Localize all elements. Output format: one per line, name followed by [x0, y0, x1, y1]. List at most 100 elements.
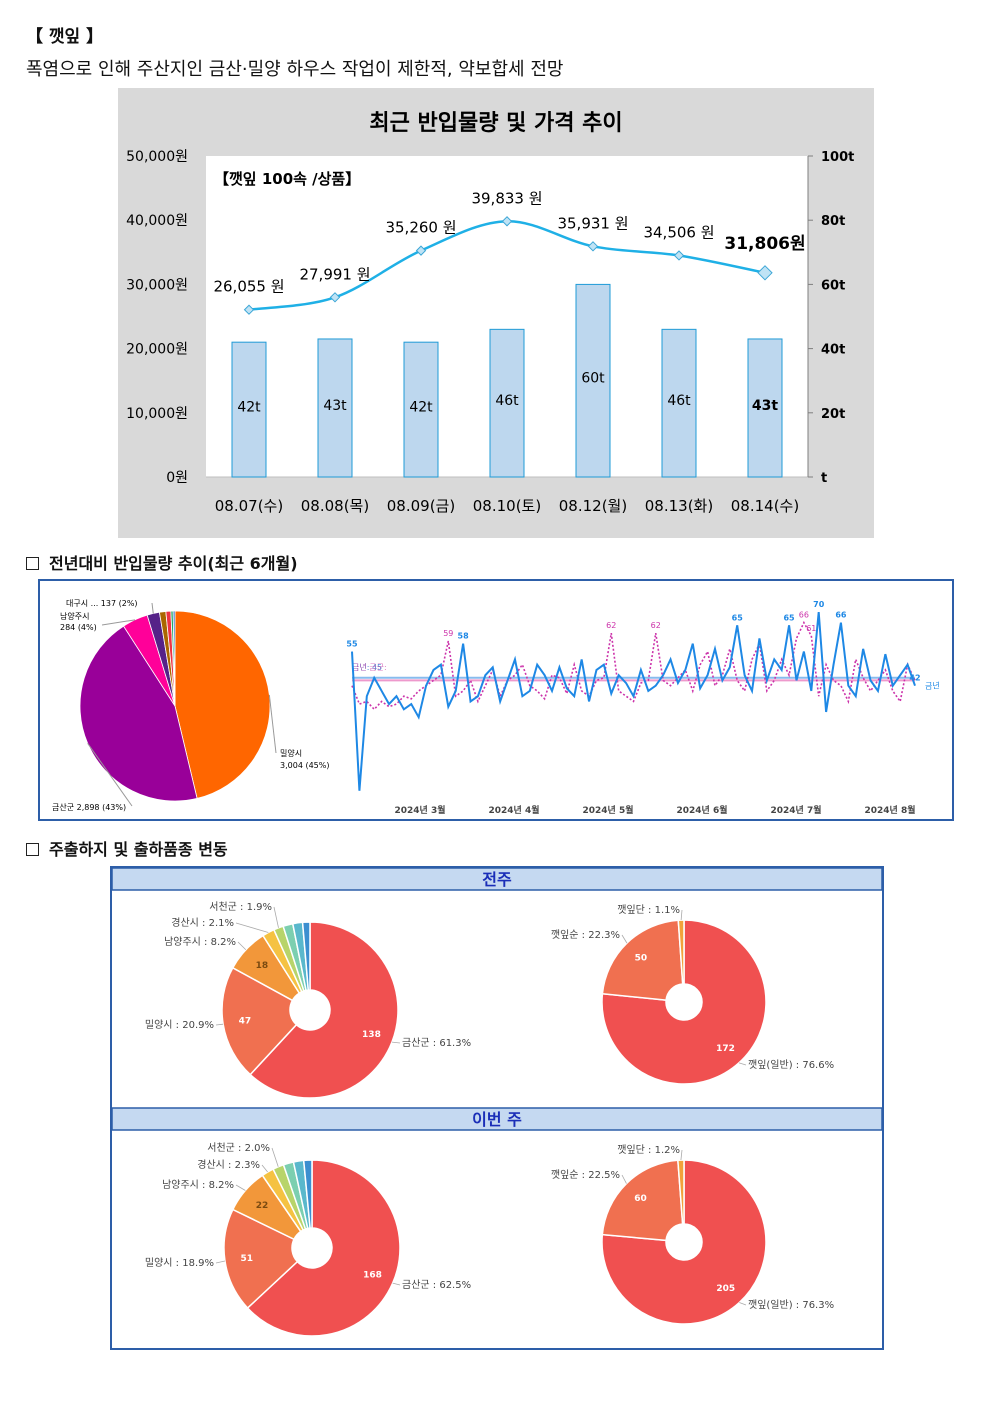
donut-category-label: 깻잎순 : 22.5%: [551, 1169, 620, 1181]
donut-category-label: 밀양시 : 20.9%: [145, 1019, 214, 1031]
current-peak-label: 55: [346, 640, 358, 649]
price-label: 31,806원: [724, 234, 805, 254]
chart-title: 최근 반입물량 및 가격 추이: [369, 111, 622, 136]
donut-category-label: 깻잎(일반) : 76.6%: [748, 1059, 834, 1071]
x-tick-label: 08.08(목): [301, 497, 369, 515]
donut-category-label: 남양주시 : 8.2%: [162, 1179, 234, 1191]
volume-bar-label: 60t: [581, 371, 605, 387]
donut-category-label: 서천군 : 2.0%: [207, 1142, 270, 1154]
y-left-tick-label: 10,000원: [126, 406, 188, 422]
donut-slice: [601, 1159, 767, 1325]
donut-leader: [621, 934, 628, 944]
donut-leader: [261, 1164, 268, 1173]
trend-x-tick-label: 2024년 7월: [770, 804, 821, 816]
price-marker: [501, 216, 513, 227]
origin-variety-panel: 전주 이번 주 138 금산군 : 61.3% 47 밀양시 : 20.9% 18 남양주시 …: [110, 866, 884, 1350]
price-volume-chart: 최근 반입물량 및 가격 추이 【깻잎 100속 /상품】 0원 10,000원 20,…: [118, 88, 874, 538]
volume-bar: [661, 328, 697, 478]
panel-header-bar: [112, 868, 882, 891]
donut-category-label: 경산시 : 2.1%: [171, 916, 234, 929]
donut-category-label: 서천군 : 1.9%: [209, 901, 272, 913]
donut-leader: [237, 941, 247, 951]
avg-label: 금년: 45: [352, 662, 382, 672]
donut-leader: [392, 1282, 401, 1286]
donut-slice: [249, 921, 399, 1099]
price-label: 35,931 원: [557, 214, 628, 232]
y-right-tick-label: t: [821, 471, 827, 486]
section-trend-heading: 전년대비 반입물량 추이(최근 6개월): [26, 550, 298, 574]
x-tick-label: 08.10(토): [473, 497, 541, 515]
pie-leader: [87, 742, 133, 807]
donut-slice: [601, 919, 684, 1001]
price-label: 26,055 원: [213, 278, 284, 296]
volume-bar-label: 42t: [237, 400, 261, 416]
donut-leader: [215, 1260, 226, 1264]
donut-slice: [677, 919, 685, 985]
donut-value-label: 205: [716, 1284, 735, 1294]
donut-category-label: 경산시 : 2.3%: [197, 1158, 260, 1171]
section-trend-title: 전년대비 반입물량 추이(최근 6개월): [49, 554, 298, 573]
donut-leader: [738, 1062, 747, 1066]
donut-value-label: 50: [635, 953, 648, 963]
volume-bar-label: 46t: [667, 393, 691, 409]
trend-x-tick-label: 2024년 3월: [394, 804, 445, 816]
price-label: 27,991 원: [299, 265, 370, 283]
pie-leader: [268, 694, 277, 754]
pie-label: 대구시 ... 137 (2%): [66, 599, 138, 608]
donut-value-label: 172: [716, 1044, 735, 1054]
x-tick-label: 08.13(화): [645, 497, 713, 515]
y-left-tick-label: 40,000원: [126, 213, 188, 229]
price-marker: [329, 292, 341, 303]
price-marker: [673, 250, 685, 261]
trend-panel: 밀양시 3,004 (45%) 금산군 2,898 (43%) 남양주시 284 (4%…: [38, 579, 954, 821]
donut-leader: [739, 1302, 747, 1306]
checkbox-icon: [26, 557, 39, 570]
current-peak-label: 66: [835, 611, 847, 620]
volume-bar-label: 42t: [409, 400, 433, 416]
pie-label: 284 (4%): [60, 623, 97, 632]
donut-category-label: 깻잎순 : 22.3%: [551, 929, 620, 941]
y-left-tick-label: 20,000원: [126, 342, 188, 358]
price-label: 39,833 원: [471, 189, 542, 207]
y-left-tick-label: 30,000원: [126, 277, 188, 293]
volume-bar-label: 43t: [323, 398, 347, 414]
y-right-tick-label: 60t: [821, 278, 845, 293]
donut-category-label: 깻잎단 : 1.2%: [617, 1144, 680, 1156]
trend-x-tick-label: 2024년 6월: [676, 804, 727, 816]
y-left-tick-label: 0원: [166, 470, 188, 486]
donut-category-label: 깻잎단 : 1.1%: [617, 904, 680, 916]
trend-x-tick-label: 2024년 4월: [488, 804, 539, 816]
volume-bar-label: 46t: [495, 393, 519, 409]
pie-leader: [101, 619, 136, 626]
donut-slice: [601, 1159, 684, 1242]
pie-label: 남양주시: [60, 612, 89, 621]
volume-bar: [747, 338, 783, 478]
current-peak-label: 42: [909, 674, 920, 683]
current-peak-label: 65: [732, 613, 744, 622]
series-end-label: 금년: [925, 681, 940, 691]
volume-bar: [489, 328, 525, 478]
current-year-line: [351, 612, 916, 791]
donut-slice: [246, 1159, 401, 1337]
volume-bar: [403, 341, 439, 478]
price-marker: [587, 241, 599, 252]
checkbox-icon: [26, 843, 39, 856]
origin-pie-6m: 밀양시 3,004 (45%) 금산군 2,898 (43%) 남양주시 284 (4%…: [52, 599, 329, 812]
donut-category-label: 남양주시 : 8.2%: [164, 936, 236, 948]
trend-x-tick-label: 2024년 8월: [864, 804, 915, 816]
donut-leader: [273, 906, 279, 928]
price-label: 34,506 원: [643, 223, 714, 241]
panel-header-bar: [112, 1107, 882, 1131]
donut-category-label: 금산군 : 62.5%: [402, 1279, 471, 1291]
prev-peak-label: 61: [806, 624, 816, 633]
price-marker: [243, 304, 255, 315]
donut-leader: [680, 909, 683, 921]
prev-peak-label: 66: [799, 611, 809, 620]
price-label: 35,260 원: [385, 219, 456, 237]
donut-value-label: 51: [240, 1254, 253, 1264]
donut-slice: [302, 1159, 313, 1229]
donut-value-label: 47: [239, 1017, 252, 1027]
y-right-tick-label: 20t: [821, 407, 845, 422]
donut-leader: [235, 1184, 246, 1191]
